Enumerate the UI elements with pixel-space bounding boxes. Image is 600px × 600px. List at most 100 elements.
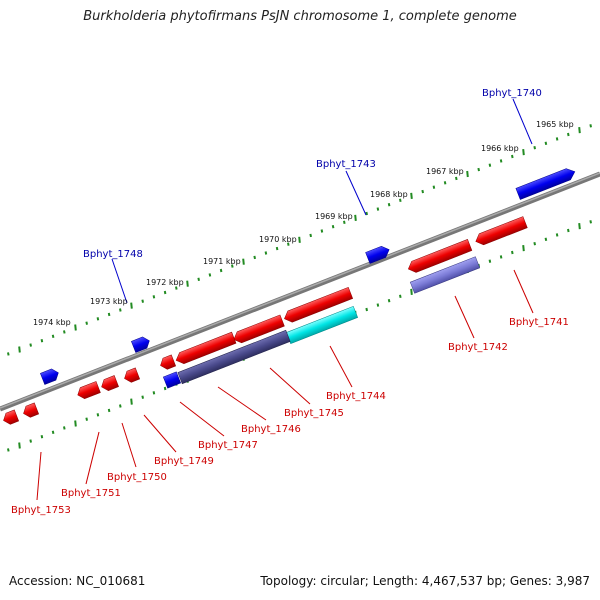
ruler-minor-tick [29,439,32,443]
ruler-minor-tick [96,317,100,321]
gene-bphyt-1742-red[interactable] [406,239,473,274]
gene-bphyt-1749[interactable] [158,354,177,371]
ruler-minor-tick [264,251,268,255]
ruler-minor-tick [40,339,44,343]
ruler-minor-tick [107,408,111,413]
gene-bphyt-1750[interactable] [122,367,141,384]
ruler-minor-tick [208,273,212,277]
gene-features [1,166,577,426]
chromosome-backbone [0,171,600,412]
ruler-major-tick [130,398,133,405]
ruler-minor-tick [275,246,279,251]
gene-bphyt-1745-red[interactable] [232,314,285,345]
ruler-minor-tick [533,146,536,150]
gene-bphyt-1748[interactable] [131,335,151,353]
ruler-minor-tick [197,277,200,281]
gene-label-bphyt-1745[interactable]: Bphyt_1745 [284,408,344,419]
ruler-major-tick [522,149,525,156]
ruler-minor-tick [163,290,167,295]
ruler-major-tick [74,324,77,331]
ruler-minor-tick [376,303,380,307]
leader-bphyt-1750 [121,422,137,468]
ruler-minor-tick [40,435,44,439]
gene-label-bphyt-1753[interactable]: Bphyt_1753 [11,505,71,516]
ruler-minor-tick [253,255,256,260]
ruler-minor-tick [96,413,100,417]
ruler-major-tick [298,236,301,243]
leader-bphyt-1746 [217,386,267,421]
leader-bphyt-1745 [269,367,311,405]
ruler-minor-tick [51,430,55,434]
ruler-minor-tick [399,198,402,202]
gene-label-bphyt-1740[interactable]: Bphyt_1740 [482,88,542,99]
gene-label-bphyt-1746[interactable]: Bphyt_1746 [241,424,301,435]
gene-label-bphyt-1749[interactable]: Bphyt_1749 [154,456,214,467]
gene-bphyt-1743[interactable] [365,244,392,264]
ruler-minor-tick [141,299,144,303]
ruler-minor-tick [119,404,122,408]
ruler-minor-tick [387,299,391,303]
ruler-minor-tick [488,259,492,263]
ruler-minor-tick [555,137,559,141]
gene-bphyt-1741[interactable] [474,216,528,248]
gene-bphyt-1742[interactable] [409,256,481,294]
leader-bphyt-1742 [454,295,475,339]
gene-bphyt-1746-red[interactable] [174,331,237,366]
gene-bphyt-1753[interactable] [1,409,20,426]
tick-label: 1965 kbp [536,120,574,129]
ruler-minor-tick [309,233,312,238]
gene-label-bphyt-1747[interactable]: Bphyt_1747 [198,440,258,451]
label-leaders [36,98,534,501]
gene-bphyt-1746[interactable] [177,329,291,385]
ruler-minor-tick [63,426,66,430]
gene-label-bphyt-1748[interactable]: Bphyt_1748 [83,249,143,260]
page-title: Burkholderia phytofirmans PsJN chromosom… [83,9,517,24]
ruler-minor-tick [443,181,447,185]
ruler-minor-tick [343,220,346,224]
ruler-minor-tick [488,163,492,167]
gene-bphyt-1747[interactable] [162,371,182,389]
leader-bphyt-1741 [513,269,534,314]
gene-label-bphyt-1751[interactable]: Bphyt_1751 [61,488,121,499]
tick-label: 1970 kbp [259,235,297,244]
gene-bphyt-1740[interactable] [515,166,577,200]
summary-text: Topology: circular; Length: 4,467,537 bp… [260,574,590,588]
ruler-minor-tick [544,237,548,241]
ruler-minor-tick [287,242,290,246]
tick-label: 1967 kbp [426,167,464,176]
gene-label-bphyt-1744[interactable]: Bphyt_1744 [326,391,386,402]
ruler-minor-tick [533,242,536,246]
leader-bphyt-1753 [36,451,42,501]
gene-label-bphyt-1741[interactable]: Bphyt_1741 [509,317,569,328]
gene-label-bphyt-1750[interactable]: Bphyt_1750 [107,472,167,483]
ruler-minor-tick [421,189,424,194]
ruler-minor-tick [51,334,55,338]
ruler-minor-tick [499,159,503,163]
gene-bphyt-1751[interactable] [76,381,101,400]
gene-forward-small[interactable] [40,367,60,385]
ruler-major-tick [522,245,525,252]
ruler-minor-tick [567,132,570,137]
accession-text: Accession: NC_010681 [9,574,146,588]
ruler-minor-tick [7,352,10,356]
ruler-minor-tick [175,286,178,290]
ruler-minor-tick [511,154,514,159]
ruler-minor-tick [399,294,402,298]
gene-bphyt-1744-red[interactable] [282,286,354,324]
gene-label-bphyt-1742[interactable]: Bphyt_1742 [448,342,508,353]
leader-bphyt-1749 [143,414,177,453]
leader-bphyt-1751 [85,431,100,485]
ruler-major-tick [466,170,469,178]
tick-label: 1972 kbp [146,278,184,287]
ruler-minor-tick [387,203,391,207]
leader-bphyt-1740 [512,98,533,145]
ruler-minor-tick [432,185,436,189]
ruler-major-tick [18,442,21,449]
gene-label-bphyt-1743[interactable]: Bphyt_1743 [316,159,376,170]
tick-label: 1968 kbp [370,190,408,199]
ruler-major-tick [578,127,581,134]
ruler-major-tick [410,288,413,295]
gene-bphyt-1753-a[interactable] [21,402,40,419]
gene-bphyt-1751-a[interactable] [99,375,119,392]
